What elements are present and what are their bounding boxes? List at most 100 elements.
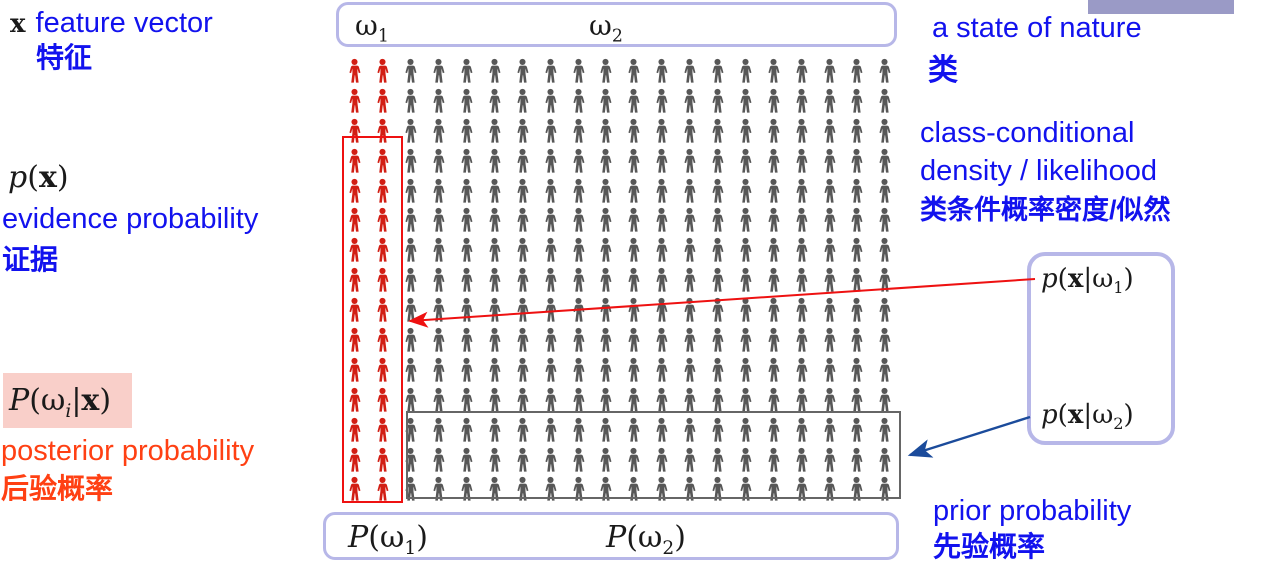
person-icon [740,148,752,173]
person-icon [684,208,696,233]
person-icon [851,387,863,412]
person-icon [489,88,501,113]
person-icon [433,238,445,262]
person-icon [433,88,445,113]
person-icon [712,88,724,113]
person-icon [517,357,529,382]
person-icon [796,387,808,412]
person-icon [600,357,612,382]
person-icon [879,238,891,262]
person-icon [796,327,808,352]
person-icon [656,238,668,262]
posterior-highlight [3,373,132,428]
person-icon [824,58,836,83]
feature-symbol: x [10,9,26,39]
person-icon [628,357,640,382]
person-icon [572,118,585,143]
person-icon [600,268,612,292]
person-icon [600,387,612,412]
person-icon [461,357,473,382]
feature-vector-label: x feature vector 特征 [10,7,213,74]
person-icon [628,88,640,113]
person-icon [628,208,640,233]
person-icon [517,387,529,412]
person-icon [656,268,668,292]
person-icon [405,357,417,382]
person-icon [489,357,501,382]
person-icon [433,178,445,203]
person-icon [517,327,529,352]
person-icon [879,387,891,412]
person-icon [433,327,445,352]
person-icon [768,268,780,292]
person-icon [768,178,780,203]
person-icon [433,268,445,292]
class-box: ω1 ω2 [336,2,897,47]
person-icon [572,268,585,292]
person-icon [796,268,808,292]
person-icon [712,357,724,382]
person-icon [656,357,668,382]
person-icon [740,387,752,412]
person-icon [768,88,780,113]
person-icon [545,357,557,382]
person-icon [545,238,557,262]
person-icon [740,268,752,292]
person-icon [796,58,808,83]
person-icon [489,148,501,173]
person-icon [405,327,417,352]
person-icon [405,118,417,143]
person-icon [545,118,557,143]
person-icon [768,118,780,143]
person-icon [628,178,640,203]
person-icon [461,118,473,143]
person-icon [405,387,417,412]
prior-omega2-formula: P(ω2) [606,520,686,559]
person-icon [461,297,473,322]
person-icon [600,88,612,113]
person-icon [796,208,808,233]
person-icon [851,88,863,113]
likelihood2-pointer-arrow [907,415,1031,458]
person-icon [851,58,863,83]
person-icon [405,88,417,113]
person-icon [684,297,696,322]
person-icon [489,208,501,233]
person-icon [684,387,696,412]
feature-selection-rect [342,136,403,503]
person-icon [684,88,696,113]
person-icon [851,357,863,382]
person-icon [628,387,640,412]
person-icon [851,208,863,233]
feature-label-zh: 特征 [36,41,93,73]
person-icon [489,268,501,292]
person-icon [879,268,891,292]
person-icon [879,297,891,322]
person-icon [405,268,417,292]
person-icon [545,88,557,113]
person-icon [656,327,668,352]
evidence-label-en: evidence probability [2,203,259,235]
person-icon [572,238,585,262]
person-icon [851,178,863,203]
person-icon [712,238,724,262]
person-icon [824,178,836,203]
person-icon [572,297,585,322]
person-icon [433,208,445,233]
person-icon [768,357,780,382]
person-icon [768,327,780,352]
person-icon [684,148,696,173]
person-icon [824,148,836,173]
person-icon [405,208,417,233]
person-icon [879,88,891,113]
person-icon [712,268,724,292]
person-icon [545,148,557,173]
person-icon [461,178,473,203]
prior-label-en: prior probability [933,495,1132,527]
person-icon [656,297,668,322]
person-icon [824,357,836,382]
person-icon [600,238,612,262]
person-icon [517,238,529,262]
person-icon [824,208,836,233]
person-icon [768,148,780,173]
